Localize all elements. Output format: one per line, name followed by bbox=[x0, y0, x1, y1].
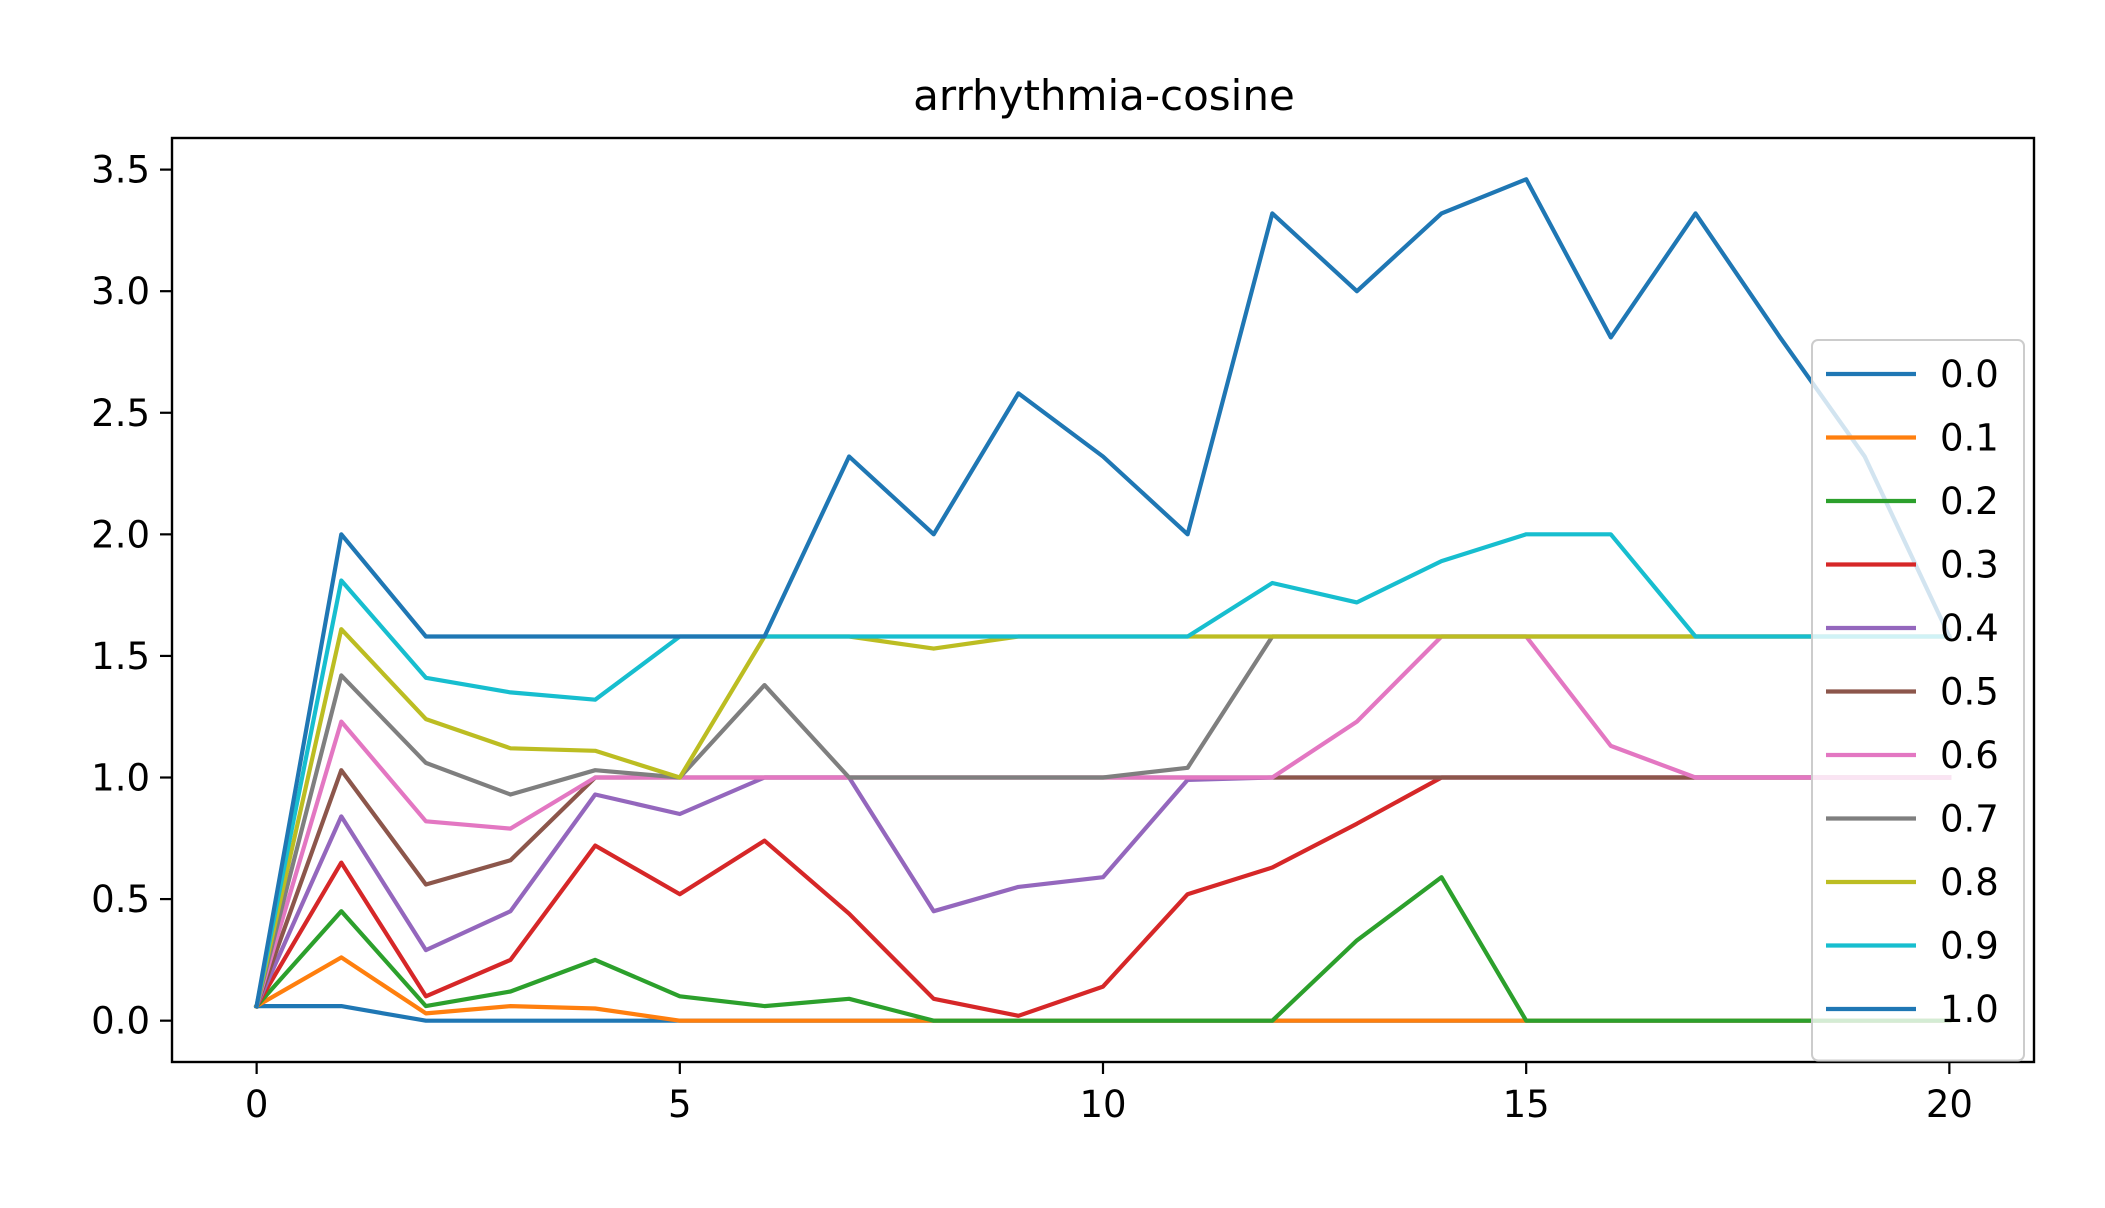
chart-title: arrhythmia-cosine bbox=[913, 71, 1295, 120]
legend-label: 0.3 bbox=[1940, 544, 1999, 587]
x-tick-label: 5 bbox=[668, 1083, 692, 1126]
x-tick-label: 10 bbox=[1079, 1083, 1126, 1126]
y-tick-label: 0.5 bbox=[91, 878, 150, 921]
legend-label: 0.6 bbox=[1940, 734, 1999, 777]
y-tick-label: 3.0 bbox=[91, 270, 150, 313]
y-tick-label: 0.0 bbox=[91, 1000, 150, 1043]
x-tick-label: 0 bbox=[245, 1083, 269, 1126]
legend-label: 0.2 bbox=[1940, 480, 1999, 523]
y-tick-label: 1.0 bbox=[91, 757, 150, 800]
series-line-10 bbox=[254, 177, 1953, 1009]
y-tick-label: 3.5 bbox=[91, 149, 150, 192]
legend-label: 0.0 bbox=[1940, 353, 1999, 396]
y-tick-label: 2.5 bbox=[91, 392, 150, 435]
legend-label: 0.9 bbox=[1940, 925, 1999, 968]
series-line-9 bbox=[254, 532, 1952, 1009]
legend: 0.0 0.1 0.2 0.3 0.4 0.5 0.6 0.7 0.8 0.9 1.0 bbox=[1811, 339, 2025, 1062]
axis-ticks: 0 5 10 15 20 0.0 0.5 1.0 1.5 2.0 2.5 3.0 3.5 bbox=[91, 149, 1973, 1126]
legend-label: 0.5 bbox=[1940, 671, 1999, 714]
y-tick-label: 2.0 bbox=[91, 513, 150, 556]
legend-label: 0.8 bbox=[1940, 861, 1999, 904]
series-line-2 bbox=[253, 875, 1952, 1023]
legend-label: 1.0 bbox=[1940, 988, 1999, 1031]
series-lines bbox=[253, 177, 1953, 1023]
legend-label: 0.4 bbox=[1940, 607, 1999, 650]
y-tick-label: 1.5 bbox=[91, 635, 150, 678]
legend-label: 0.1 bbox=[1940, 417, 1999, 460]
legend-label: 0.7 bbox=[1940, 798, 1999, 841]
x-tick-label: 20 bbox=[1926, 1083, 1973, 1126]
x-tick-label: 15 bbox=[1503, 1083, 1550, 1126]
